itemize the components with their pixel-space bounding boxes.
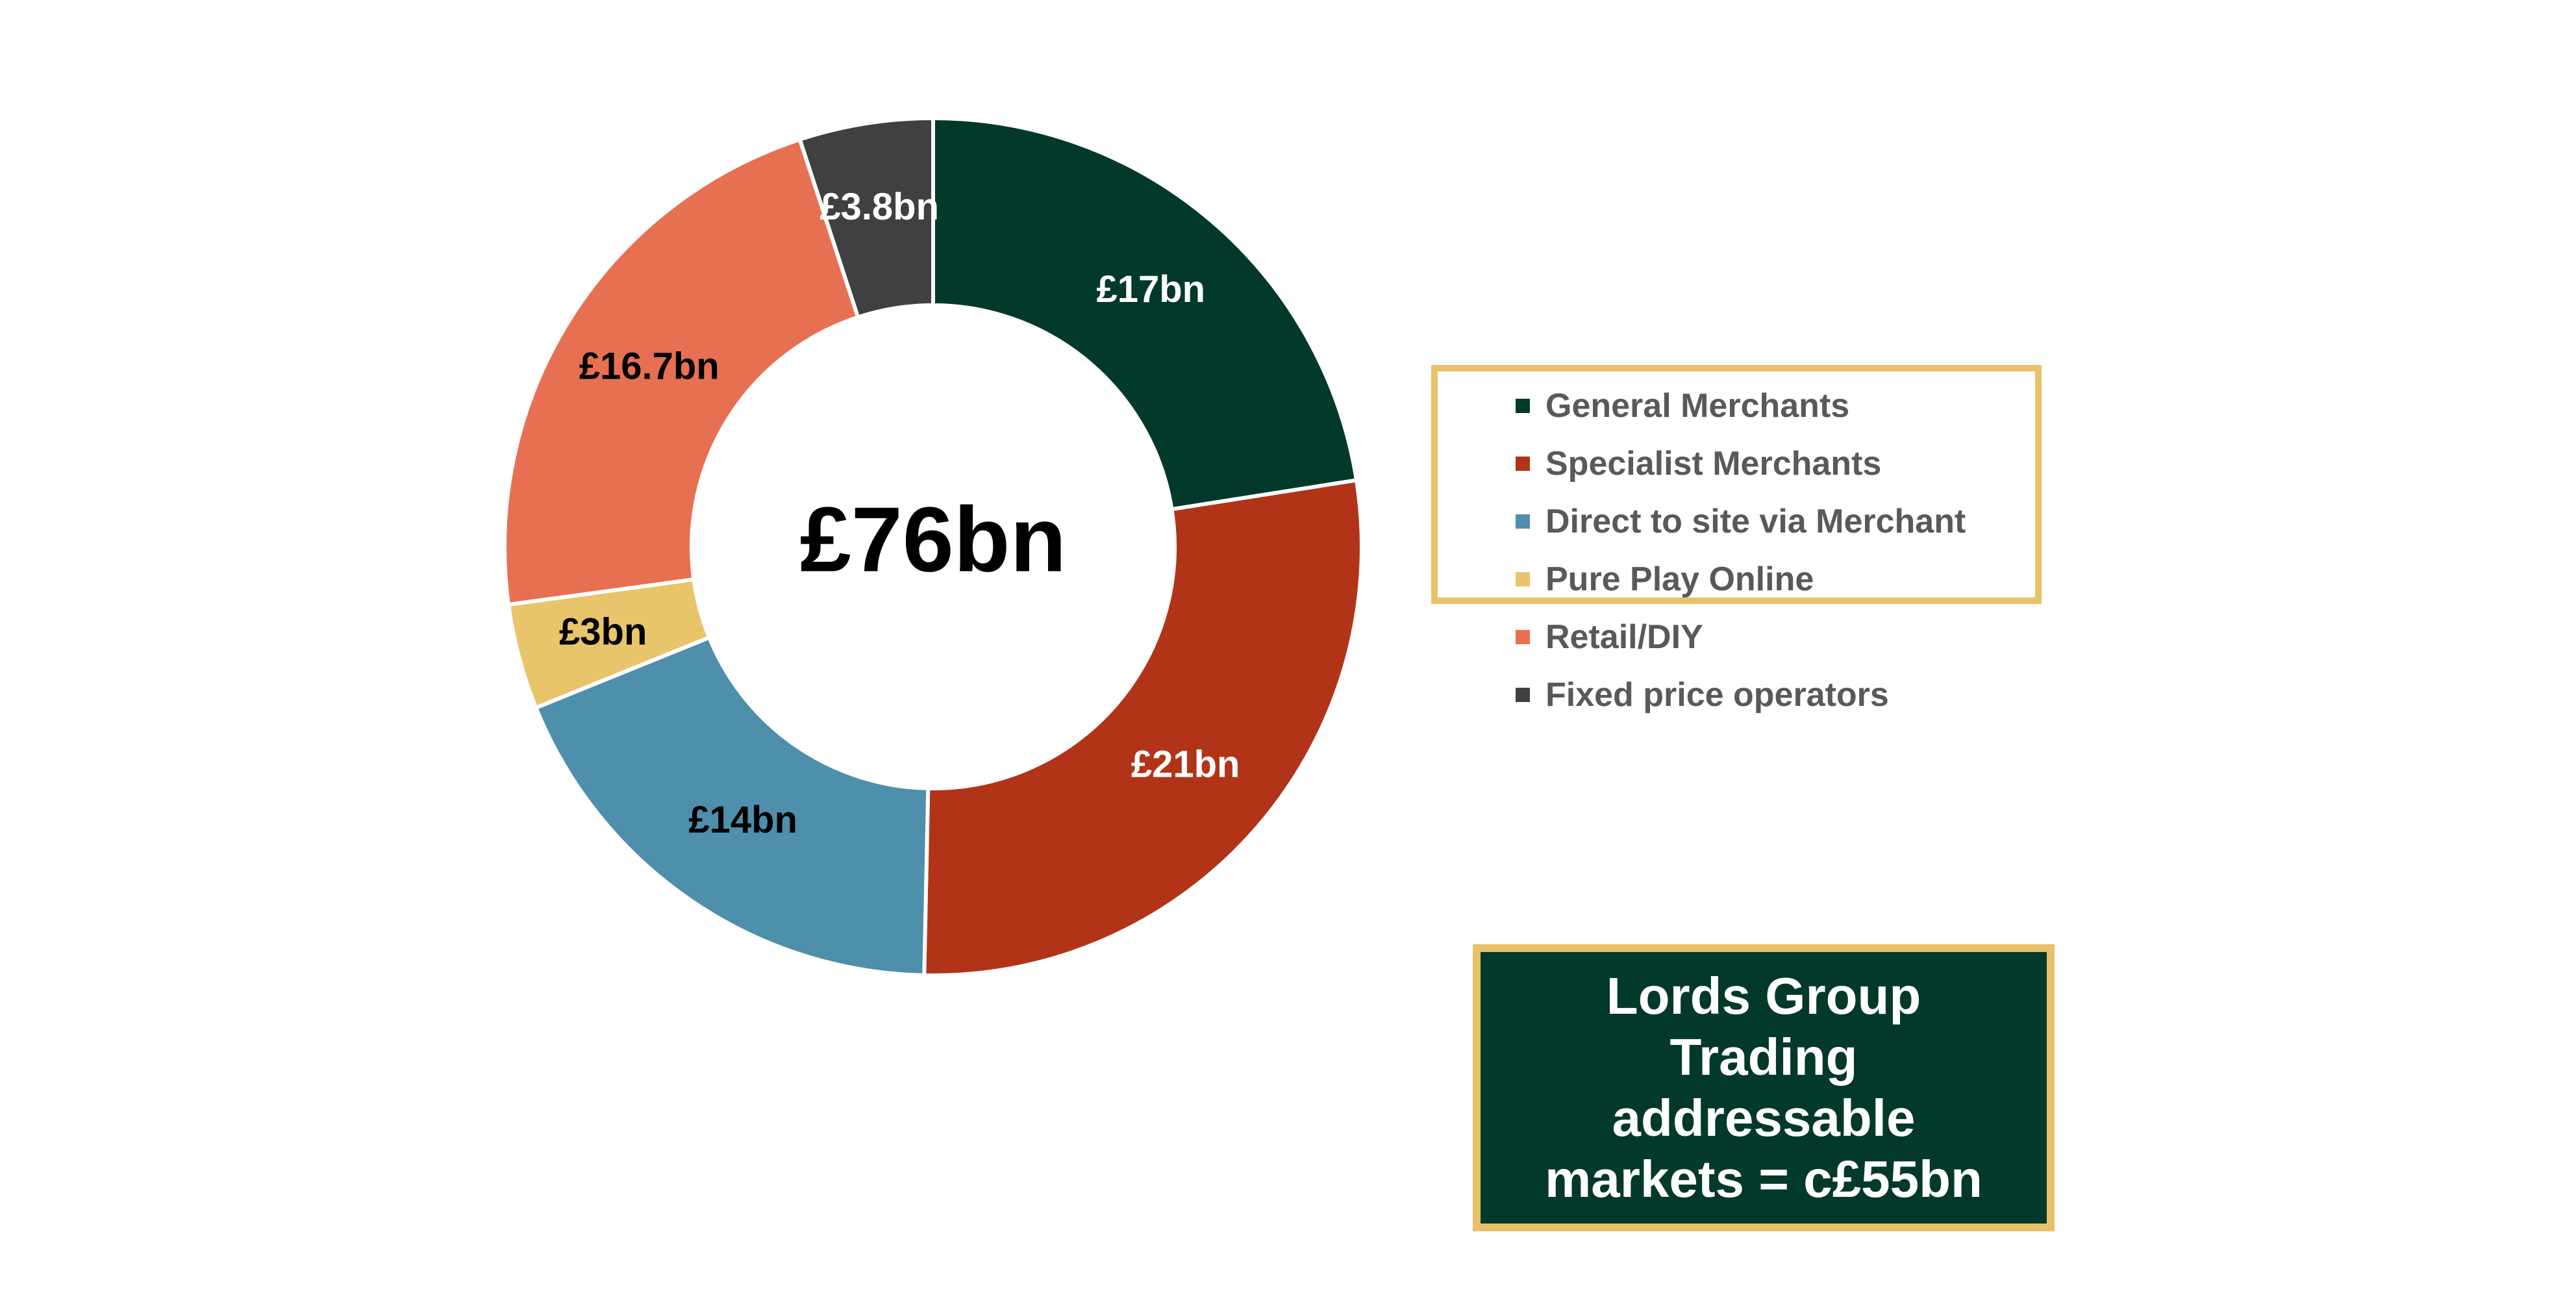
chart-legend: General Merchants Specialist Merchants D… <box>1516 377 1966 723</box>
legend-swatch <box>1516 571 1530 586</box>
legend-label: Direct to site via Merchant <box>1545 502 1966 540</box>
legend-item-pure-play-online: Pure Play Online <box>1516 550 1966 608</box>
legend-swatch <box>1516 456 1530 471</box>
legend-swatch <box>1516 398 1530 413</box>
donut-slice-retail-diy <box>503 136 861 607</box>
legend-item-direct-to-site: Direct to site via Merchant <box>1516 492 1966 550</box>
legend-swatch <box>1516 514 1530 529</box>
data-label: £17bn <box>1096 268 1205 310</box>
donut-slice-general-merchants <box>931 116 1359 512</box>
legend-item-specialist-merchants: Specialist Merchants <box>1516 434 1966 492</box>
data-label: £14bn <box>688 799 797 841</box>
callout-line: markets = c£55bn <box>1545 1150 1982 1208</box>
donut-slice-direct-to-site-via-merchant <box>533 634 931 977</box>
data-labels: £17bn £21bn £14bn £3bn £16.7bn £3.8bn <box>559 186 1240 841</box>
legend-highlight-box <box>1431 365 2042 604</box>
callout-line: Trading <box>1669 1028 1858 1086</box>
addressable-market-callout: Lords Group Trading addressable markets … <box>1473 944 2055 1231</box>
donut-slice-fixed-price-operators <box>797 116 935 320</box>
legend-label: Fixed price operators <box>1545 675 1889 714</box>
data-label: £3bn <box>559 611 647 653</box>
callout-line: addressable <box>1612 1089 1916 1147</box>
callout-text: Lords Group Trading addressable markets … <box>1525 966 2002 1210</box>
donut-center-total: £76bn <box>800 488 1066 592</box>
legend-item-fixed-price-operators: Fixed price operators <box>1516 666 1966 723</box>
data-label: £21bn <box>1131 744 1240 786</box>
data-label: £16.7bn <box>579 345 719 387</box>
legend-label: Specialist Merchants <box>1545 444 1882 483</box>
legend-label: Retail/DIY <box>1545 618 1703 656</box>
legend-label: Pure Play Online <box>1545 560 1814 598</box>
legend-item-general-merchants: General Merchants <box>1516 377 1966 434</box>
legend-swatch <box>1516 629 1530 644</box>
callout-line: Lords Group <box>1606 967 1921 1025</box>
donut-slice-specialist-merchants <box>922 478 1364 977</box>
legend-swatch <box>1516 687 1530 702</box>
data-label: £3.8bn <box>819 186 939 228</box>
donut-slices <box>503 116 1364 977</box>
legend-item-retail-diy: Retail/DIY <box>1516 608 1966 666</box>
legend-label: General Merchants <box>1545 386 1850 425</box>
